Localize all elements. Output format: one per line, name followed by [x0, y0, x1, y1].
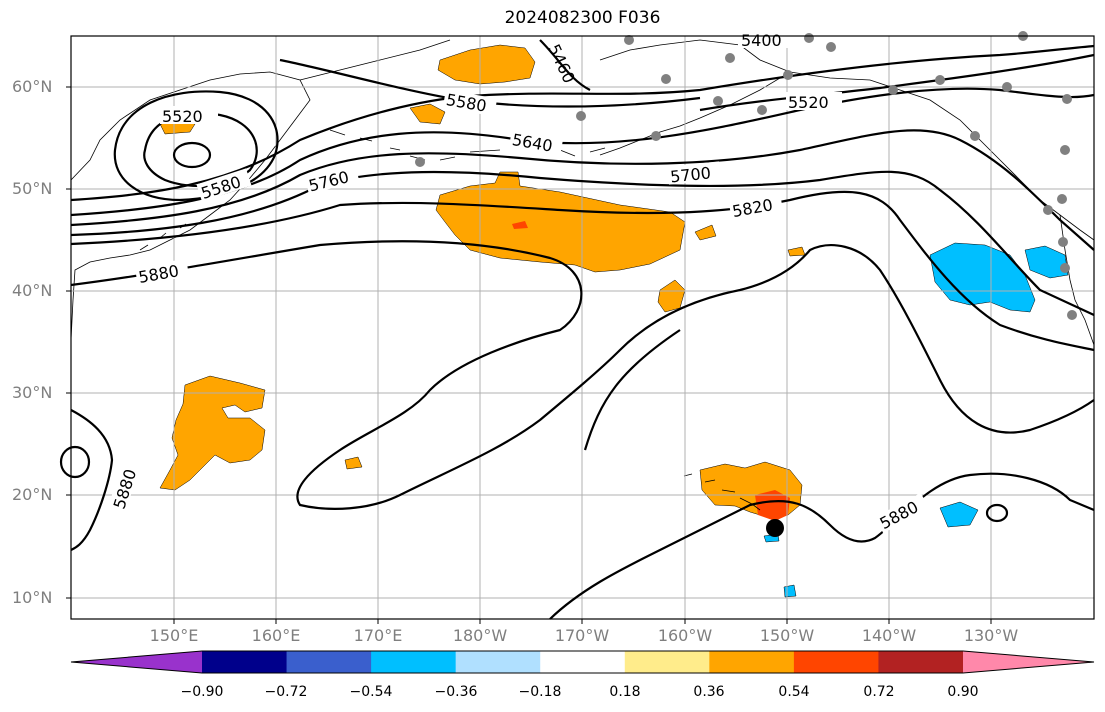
- lon-label-140w: 140°W: [861, 626, 917, 645]
- anomaly-positive-small-6: [344, 456, 363, 470]
- anomaly-strong-small: [512, 221, 528, 229]
- colorbar-segment: [455, 651, 541, 673]
- colorbar-tick-label: −0.54: [349, 684, 393, 700]
- contour-small-loop: [985, 503, 1009, 523]
- coastline-kamchatka-asia: [70, 71, 311, 341]
- colorbar-segment: [793, 651, 879, 673]
- lat-label-30n: 30°N: [12, 383, 53, 402]
- coastline-siberia: [299, 39, 451, 81]
- colorbar-tick-label: −0.72: [264, 684, 308, 700]
- contour-5880-inner: [583, 329, 681, 451]
- lat-label-10n: 10°N: [12, 588, 53, 607]
- colorbar-tick-label: 0.18: [609, 684, 641, 700]
- hawaiian-islands: [683, 473, 761, 511]
- colorbar-tick-label: 0.90: [947, 684, 979, 700]
- contour-label-5520-west: 5520: [162, 107, 203, 126]
- axis-ticks: [66, 86, 992, 624]
- contour-label-5700: 5700: [669, 163, 711, 186]
- contour-5880-south: [549, 472, 1095, 620]
- colorbar-outline: [70, 650, 1095, 674]
- contour-west-loop: [70, 409, 114, 551]
- contour-5760: [70, 170, 1095, 316]
- lat-label-40n: 40°N: [12, 281, 53, 300]
- colorbar-segment: [286, 651, 372, 673]
- lon-label-170w: 170°W: [554, 626, 610, 645]
- anomaly-strong-hawaii: [755, 490, 790, 521]
- colorbar-segment: [624, 651, 710, 673]
- lon-label-170e: 170°E: [353, 626, 403, 645]
- lon-label-150w: 150°W: [759, 626, 815, 645]
- lon-label-130w: 130°W: [963, 626, 1019, 645]
- lat-label-60n: 60°N: [12, 77, 53, 96]
- colorbar-segment: [371, 651, 457, 673]
- contour-5820: [70, 190, 1095, 352]
- colorbar-segment: [202, 651, 288, 673]
- lat-label-20n: 20°N: [12, 485, 53, 504]
- anomaly-positive-aleutian: [437, 44, 536, 85]
- anomaly-negative-northeast: [929, 242, 1036, 313]
- lon-label-160w: 160°W: [657, 626, 713, 645]
- lat-label-50n: 50°N: [12, 179, 53, 198]
- contour-5640: [70, 87, 1095, 217]
- colorbar-extend-max: [963, 651, 1094, 673]
- chart-title: 2024082300 F036: [504, 8, 661, 28]
- contour-5880-main: [70, 240, 1095, 510]
- anomaly-negative-coast: [1024, 245, 1069, 279]
- colorbar-segment: [709, 651, 795, 673]
- contour-5700: [70, 129, 1095, 251]
- colorbar-extend-min: [71, 651, 202, 673]
- contour-label-5400: 5400: [741, 31, 782, 50]
- contour-5520-north: [699, 53, 1095, 112]
- lon-label-160e: 160°E: [251, 626, 301, 645]
- colorbar-tick-label: 0.72: [863, 684, 895, 700]
- colorbar: [70, 650, 1095, 674]
- colorbar-tick-label: 0.36: [693, 684, 725, 700]
- colorbar-tick-label: −0.18: [518, 684, 562, 700]
- colorbar-segment: [878, 651, 964, 673]
- anomaly-negative-small: [783, 584, 797, 598]
- contour-5580: [70, 44, 1095, 202]
- height-contours: [59, 39, 1095, 620]
- colorbar-tick-label: −0.36: [434, 684, 478, 700]
- coastlines: [70, 39, 1095, 511]
- anomaly-positive-small-4: [694, 224, 717, 241]
- anomaly-negative-east: [939, 501, 979, 528]
- storm-center-marker: [766, 519, 784, 537]
- lon-label-180w: 180°W: [452, 626, 508, 645]
- colorbar-tick-label: 0.54: [778, 684, 810, 700]
- contour-west-inner: [59, 445, 91, 479]
- colorbar-tick-label: −0.90: [180, 684, 224, 700]
- colorbar-segment: [540, 651, 626, 673]
- lon-label-150e: 150°E: [149, 626, 199, 645]
- anomaly-positive-small-1: [409, 103, 446, 125]
- contour-label-5520-east: 5520: [788, 93, 829, 112]
- contour-5460: [539, 39, 591, 91]
- contour-low-center: [172, 141, 212, 169]
- anomaly-positive-west: [159, 375, 266, 491]
- coastline-alaska-peninsula: [599, 71, 791, 156]
